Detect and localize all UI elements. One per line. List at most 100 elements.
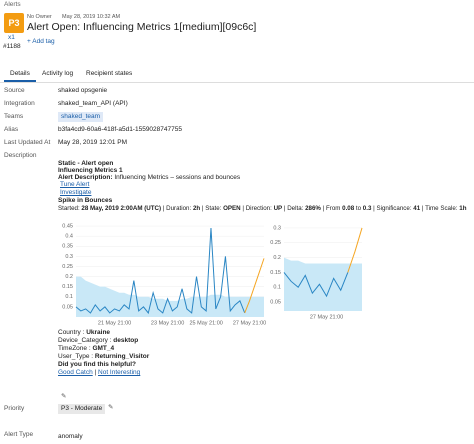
- x-tick-label: 25 May 21:00: [189, 320, 222, 326]
- link[interactable]: Not Interesting: [98, 369, 141, 376]
- dim-value: desktop: [113, 337, 139, 344]
- started-part: | Duration:: [161, 205, 193, 212]
- y-tick-label: 0.1: [65, 294, 73, 300]
- label: Last Updated At: [4, 139, 51, 146]
- started-part: 28 May, 2019 2:00AM (UTC): [81, 205, 162, 212]
- edit-icon[interactable]: ✎: [108, 404, 114, 411]
- dimension: User_Type : Returning_Visitor: [58, 353, 149, 361]
- feedback: Good Catch | Not Interesting: [58, 369, 140, 377]
- started-part: 0.08: [342, 205, 355, 212]
- dim-label: User_Type :: [58, 353, 94, 360]
- line: [283, 272, 349, 298]
- y-tick-label: 0.2: [65, 274, 73, 280]
- dimension: Device_Category : desktop: [58, 337, 149, 345]
- label: Source: [4, 87, 25, 94]
- y-tick-label: 0.3: [273, 225, 281, 231]
- desc-line: Static - Alert open: [58, 160, 114, 167]
- value: shaked_team_API (API): [58, 100, 128, 107]
- y-tick-label: 0.25: [62, 264, 73, 270]
- link[interactable]: Tune Alert: [60, 181, 90, 188]
- y-tick-label: 0.3: [65, 254, 73, 260]
- started-part: OPEN: [223, 205, 241, 212]
- started-part: UP: [273, 205, 283, 212]
- value: shaked opsgenie: [58, 87, 108, 94]
- started-part: 0.3: [362, 205, 372, 212]
- helpful: Did you find this helpful?: [58, 361, 136, 368]
- chart: 0.05 0.1 0.15 0.2 0.25 0.3 27 May 21:00: [270, 225, 363, 320]
- y-tick-label: 0.4: [65, 234, 73, 240]
- y-tick-label: 0.15: [62, 284, 73, 290]
- label: Alert Type: [4, 431, 34, 438]
- started-part: 2h: [192, 205, 201, 212]
- desc-line: Alert Description: Influencing Metrics –…: [58, 174, 240, 182]
- team-tag[interactable]: shaked_team: [58, 112, 104, 122]
- dimension: TimeZone : GMT_4: [58, 345, 149, 353]
- x-tick-label: 27 May 21:00: [233, 320, 266, 326]
- priority-tag[interactable]: P3 - Moderate: [58, 404, 106, 414]
- desc-label: Alert Description:: [58, 174, 113, 181]
- count: x1: [8, 34, 15, 41]
- priority-badge: P3: [4, 13, 24, 33]
- line: [347, 227, 363, 273]
- divider: [0, 82, 474, 83]
- started-part: | Direction:: [240, 205, 274, 212]
- edit-icon[interactable]: ✎: [61, 393, 67, 400]
- line: [244, 258, 265, 314]
- value: May 28, 2019 12:01 PM: [58, 139, 128, 146]
- title: Alert Open: Influencing Metrics 1[medium…: [27, 21, 257, 33]
- tab[interactable]: Recipient states: [86, 70, 133, 77]
- tab[interactable]: Details: [10, 70, 30, 77]
- dim-value: Ukraine: [86, 329, 111, 336]
- y-tick-label: 0.2: [273, 255, 281, 261]
- desc-line: Influencing Metrics 1: [58, 167, 123, 174]
- x-tick-label: 27 May 21:00: [310, 314, 343, 320]
- x-tick-label: 23 May 21:00: [151, 320, 184, 326]
- started-part: 286%: [305, 205, 321, 212]
- link[interactable]: Good Catch: [58, 369, 93, 376]
- value: b3fa4cd9-60a6-418f-a5d1-1559028747755: [58, 126, 182, 133]
- y-tick-label: 0.15: [270, 270, 281, 276]
- sep: |: [94, 369, 97, 376]
- line: [75, 228, 246, 315]
- link[interactable]: Investigate: [60, 189, 92, 196]
- y-tick-label: 0.25: [270, 240, 281, 246]
- dimension: Country : Ukraine: [58, 329, 149, 337]
- label: Integration: [4, 100, 35, 107]
- created: May 28, 2019 10:32 AM: [62, 14, 121, 20]
- started-part: 1h: [459, 205, 467, 212]
- dim-label: Country :: [58, 329, 85, 336]
- started-part: | Significance:: [371, 205, 414, 212]
- started-part: 41: [413, 205, 421, 212]
- y-tick-label: 0.05: [62, 304, 73, 310]
- label: Teams: [4, 113, 24, 120]
- add-tag[interactable]: + Add tag: [27, 38, 55, 45]
- dim-value: Returning_Visitor: [94, 353, 150, 360]
- dim-label: TimeZone :: [58, 345, 91, 352]
- owner[interactable]: No Owner: [27, 14, 52, 20]
- dim-value: GMT_4: [92, 345, 115, 352]
- started-part: to: [354, 205, 363, 212]
- tab[interactable]: Activity log: [42, 70, 74, 77]
- started-part: | State:: [200, 205, 224, 212]
- alert-id: #1188: [3, 43, 21, 50]
- tab-underline: [4, 80, 36, 82]
- chart: 0.05 0.1 0.15 0.2 0.25 0.3 0.35 0.4 0.45 21 May 2…: [62, 223, 266, 326]
- label: Priority: [4, 405, 25, 412]
- value: anomaly: [58, 433, 83, 440]
- started-part: Started:: [58, 205, 82, 212]
- desc-line: Spike in Bounces: [58, 197, 113, 204]
- y-tick-label: 0.35: [62, 244, 73, 250]
- label: Description: [4, 152, 37, 159]
- started-part: | Time Scale:: [420, 205, 460, 212]
- y-tick-label: 0.45: [62, 223, 73, 229]
- label: Alias: [4, 126, 19, 133]
- dim-label: Device_Category :: [58, 337, 112, 344]
- started-part: | Delta:: [282, 205, 306, 212]
- x-tick-label: 21 May 21:00: [98, 320, 131, 326]
- y-tick-label: 0.05: [270, 300, 281, 306]
- y-tick-label: 0.1: [273, 285, 281, 291]
- band: [284, 257, 362, 311]
- section: Alerts: [4, 1, 21, 8]
- dimensions: Country : Ukraine Device_Category : deskt…: [58, 329, 149, 361]
